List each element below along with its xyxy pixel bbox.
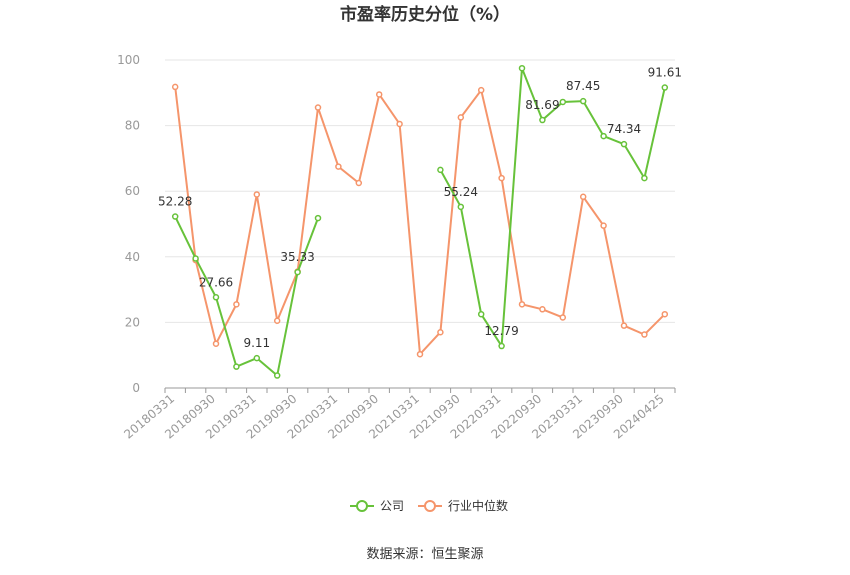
y-tick-label: 40: [125, 250, 140, 264]
series-line-0: [439, 67, 666, 350]
data-point-0: [253, 354, 261, 362]
data-point-1: [600, 222, 607, 229]
data-point-0: [498, 342, 505, 350]
data-point-1: [233, 301, 240, 308]
data-point-0: [641, 174, 648, 182]
data-point-1: [416, 350, 424, 358]
x-axis: 2018033120180930201903312019093020200331…: [121, 387, 676, 442]
data-point-0: [437, 166, 444, 174]
y-tick-label: 0: [132, 381, 140, 395]
data-point-0: [661, 84, 669, 91]
data-label: 81.69: [525, 98, 559, 112]
y-axis: 0 20 40 60 80 100: [117, 53, 140, 395]
data-point-1: [620, 322, 628, 329]
data-point-1: [579, 193, 587, 201]
legend-marker-1: [424, 500, 436, 512]
data-point-0: [273, 372, 281, 379]
data-labels: 52.28 27.66 9.11 35.33 55.24 12.79 81.69 87.45 7…: [158, 66, 682, 351]
data-point-0: [579, 97, 587, 105]
grid-lines: [165, 59, 675, 323]
data-label: 74.34: [607, 122, 641, 136]
y-tick-label: 100: [117, 53, 140, 67]
data-point-1: [253, 191, 261, 198]
data-point-1: [396, 120, 403, 128]
legend-marker-0: [356, 500, 368, 512]
data-label: 35.33: [280, 250, 314, 264]
data-point-0: [294, 268, 301, 276]
data-point-1: [539, 306, 546, 313]
series-line-0: [174, 216, 319, 378]
data-label: 91.61: [648, 66, 682, 80]
data-point-0: [539, 116, 546, 124]
data-point-0: [600, 132, 607, 140]
data-point-0: [477, 310, 485, 318]
data-point-1: [375, 91, 383, 98]
y-tick-label: 80: [125, 119, 140, 133]
legend-label-1: 行业中位数: [448, 498, 508, 513]
data-point-1: [335, 163, 342, 170]
data-point-1: [661, 310, 669, 318]
data-label: 87.45: [566, 79, 600, 93]
y-tick-label: 20: [125, 315, 140, 329]
data-point-0: [192, 255, 199, 262]
data-point-1: [437, 328, 444, 336]
data-point-1: [355, 179, 363, 187]
chart-title: 市盈率历史分位（%）: [340, 4, 510, 25]
data-label: 12.79: [484, 324, 518, 338]
data-point-0: [518, 64, 526, 72]
data-point-0: [233, 363, 240, 370]
y-tick-label: 60: [125, 184, 140, 198]
data-point-1: [559, 314, 567, 321]
data-point-0: [171, 213, 179, 220]
data-label: 55.24: [444, 185, 478, 199]
data-point-0: [212, 294, 220, 301]
series-line-1: [174, 86, 666, 357]
series-group: [171, 64, 669, 379]
data-label: 52.28: [158, 195, 192, 209]
legend[interactable]: 公司 行业中位数: [350, 498, 508, 513]
data-point-1: [171, 83, 179, 91]
legend-label-0: 公司: [380, 499, 404, 513]
data-point-0: [620, 140, 628, 148]
data-point-1: [477, 86, 485, 94]
data-label: 9.11: [243, 336, 270, 350]
data-source-note: 数据来源：恒生聚源: [366, 547, 483, 562]
data-point-1: [314, 104, 322, 111]
data-point-0: [559, 98, 567, 106]
data-point-1: [518, 301, 526, 308]
data-point-0: [314, 214, 322, 222]
data-point-1: [498, 174, 505, 182]
data-point-1: [641, 331, 648, 338]
data-point-0: [457, 203, 465, 211]
data-point-1: [212, 340, 220, 347]
data-point-1: [273, 317, 281, 325]
data-point-1: [457, 114, 465, 121]
data-label: 27.66: [199, 275, 233, 289]
